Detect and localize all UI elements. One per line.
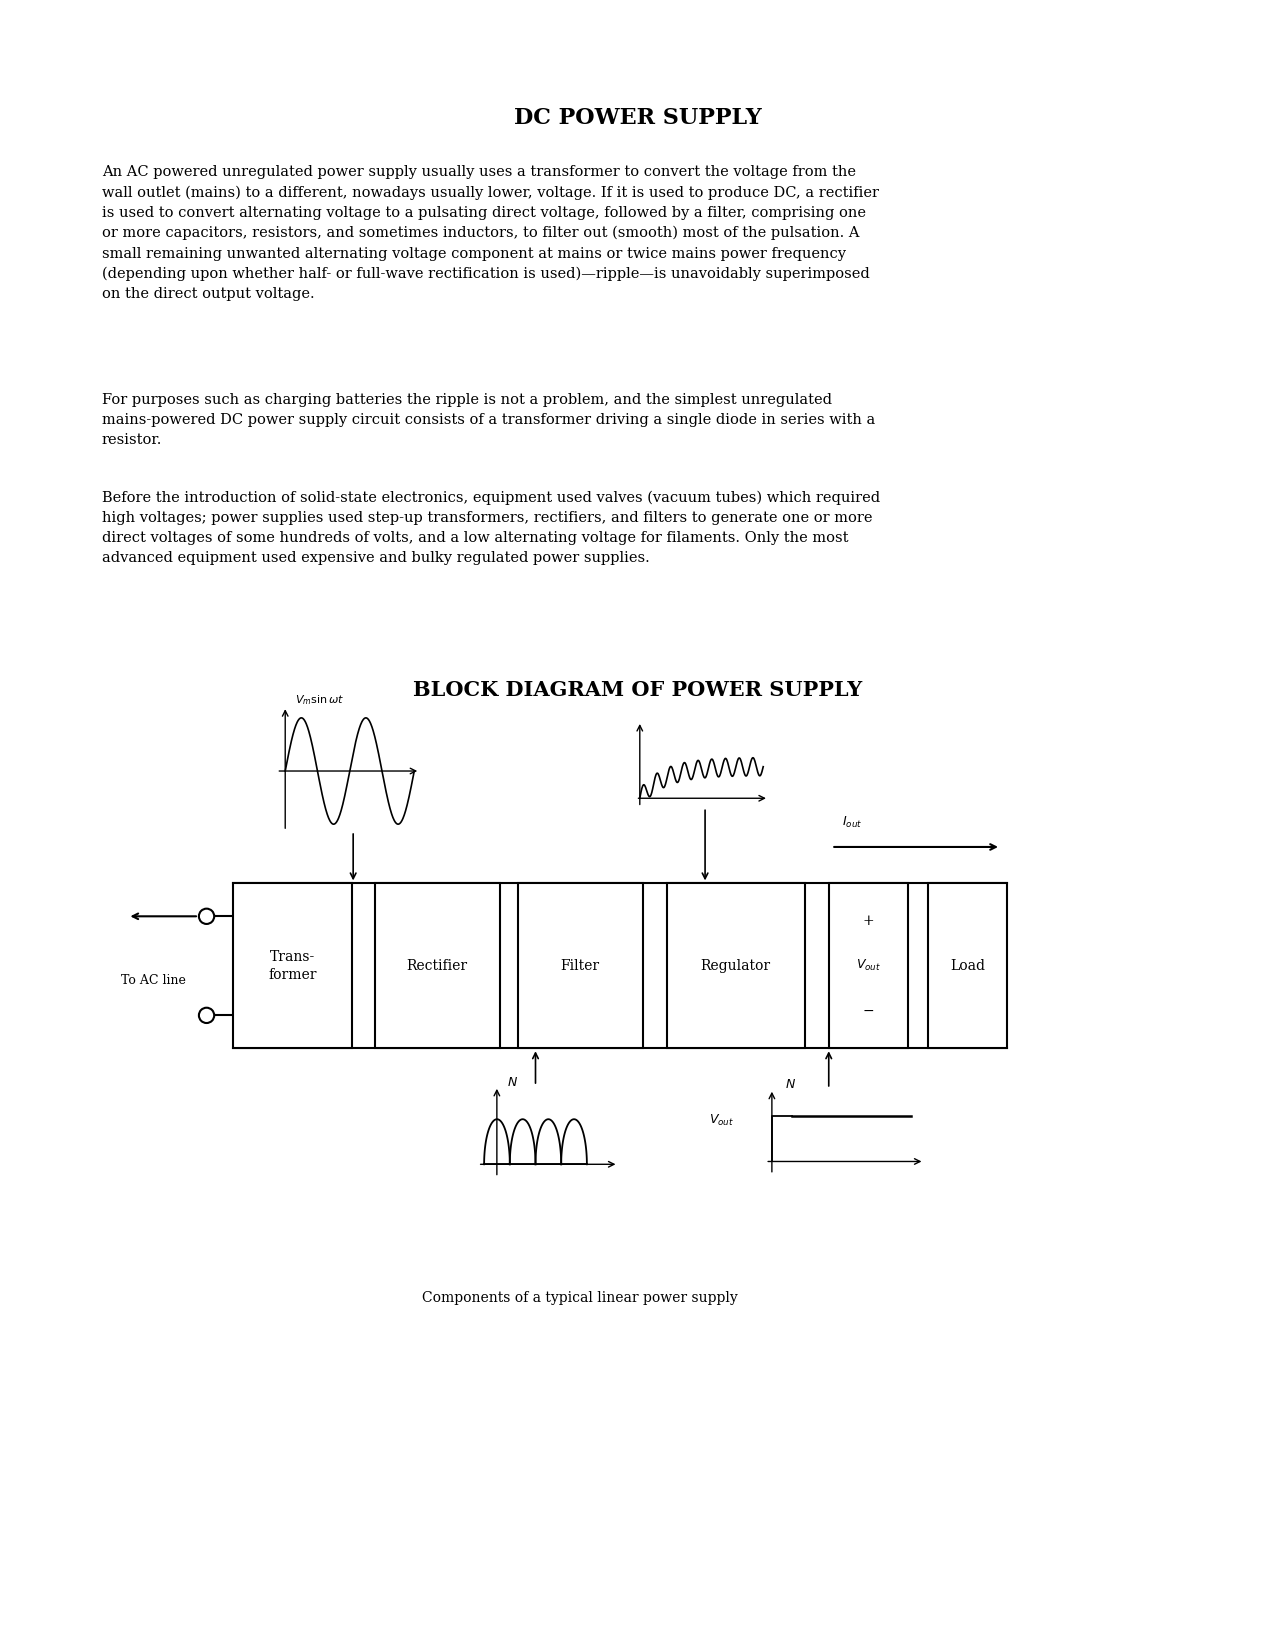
Bar bbox=[928, 883, 1007, 1048]
Text: Filter: Filter bbox=[561, 959, 599, 972]
Bar bbox=[518, 883, 643, 1048]
Text: Rectifier: Rectifier bbox=[407, 959, 468, 972]
Text: To AC line: To AC line bbox=[121, 974, 185, 987]
Text: $N$: $N$ bbox=[507, 1076, 518, 1090]
Text: −: − bbox=[862, 1004, 875, 1017]
Text: $V_{out}$: $V_{out}$ bbox=[709, 1113, 734, 1128]
Text: $V_{out}$: $V_{out}$ bbox=[856, 958, 881, 974]
Text: Before the introduction of solid-state electronics, equipment used valves (vacuu: Before the introduction of solid-state e… bbox=[102, 490, 880, 565]
Text: Trans-
former: Trans- former bbox=[268, 949, 317, 982]
Text: Components of a typical linear power supply: Components of a typical linear power sup… bbox=[422, 1291, 738, 1304]
Text: For purposes such as charging batteries the ripple is not a problem, and the sim: For purposes such as charging batteries … bbox=[102, 393, 875, 447]
Text: BLOCK DIAGRAM OF POWER SUPPLY: BLOCK DIAGRAM OF POWER SUPPLY bbox=[413, 680, 862, 700]
Bar bbox=[375, 883, 500, 1048]
Text: Load: Load bbox=[950, 959, 986, 972]
Text: +: + bbox=[862, 915, 875, 928]
Bar bbox=[829, 883, 908, 1048]
Text: Regulator: Regulator bbox=[701, 959, 770, 972]
Bar bbox=[233, 883, 352, 1048]
Ellipse shape bbox=[199, 908, 214, 925]
Text: $N$: $N$ bbox=[785, 1078, 796, 1091]
Ellipse shape bbox=[199, 1007, 214, 1024]
Text: $I_{out}$: $I_{out}$ bbox=[842, 816, 862, 830]
Bar bbox=[667, 883, 805, 1048]
Text: DC POWER SUPPLY: DC POWER SUPPLY bbox=[514, 107, 761, 129]
Text: $V_m\sin\omega t$: $V_m\sin\omega t$ bbox=[296, 693, 344, 707]
Text: An AC powered unregulated power supply usually uses a transformer to convert the: An AC powered unregulated power supply u… bbox=[102, 165, 878, 300]
